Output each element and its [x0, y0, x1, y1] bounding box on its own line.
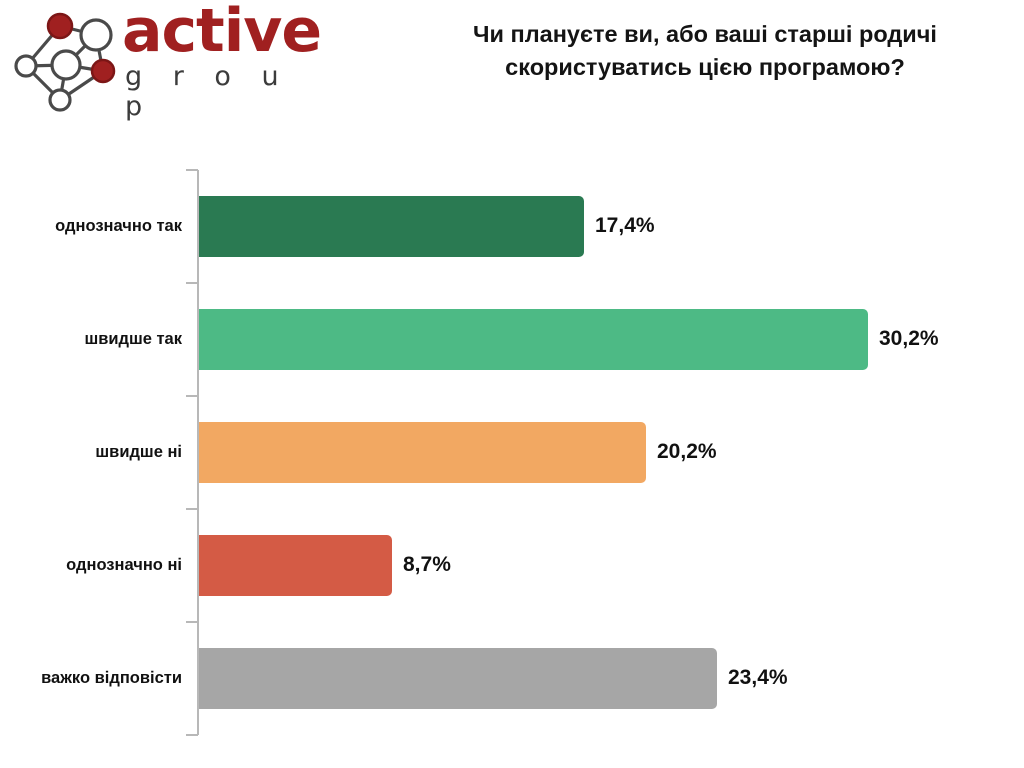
bar-1 — [199, 196, 584, 257]
axis-tick — [186, 508, 198, 510]
category-label: важко відповісти — [41, 668, 182, 687]
chart-title: Чи плануєте ви, або ваші старші родичі с… — [400, 18, 1010, 84]
axis-tick — [186, 169, 198, 171]
brand-logo: active g r o u p — [8, 1, 322, 122]
brand-name-secondary: g r o u p — [125, 61, 290, 122]
brand-name-primary: active — [122, 0, 322, 66]
category-label: швидше так — [84, 329, 182, 348]
axis-tick — [186, 395, 198, 397]
chart-title-line-2: скористуватись цією програмою? — [505, 54, 905, 80]
chart-title-line-1: Чи плануєте ви, або ваші старші родичі — [473, 21, 937, 47]
axis-tick — [186, 734, 198, 736]
axis-tick — [186, 282, 198, 284]
bar-chart-plot-area: однозначно так 17,4% швидше так 30,2% швидше… — [0, 130, 1024, 768]
value-label: 30,2% — [879, 326, 939, 350]
category-axis-line — [197, 170, 199, 735]
bar-5 — [199, 648, 717, 709]
bar-3 — [199, 422, 646, 483]
category-label: однозначно ні — [66, 555, 182, 574]
network-nodes-logo-icon — [14, 12, 116, 112]
value-label: 8,7% — [403, 552, 451, 576]
bar-2 — [199, 309, 868, 370]
chart-header: active g r o u p Чи плануєте ви, або ваш… — [0, 0, 1024, 130]
value-label: 20,2% — [657, 439, 717, 463]
value-label: 17,4% — [595, 213, 655, 237]
bar-4 — [199, 535, 392, 596]
value-label: 23,4% — [728, 665, 788, 689]
category-label: однозначно так — [55, 216, 182, 235]
brand-wordmark: active g r o u p — [122, 0, 322, 122]
category-label: швидше ні — [95, 442, 182, 461]
axis-tick — [186, 621, 198, 623]
